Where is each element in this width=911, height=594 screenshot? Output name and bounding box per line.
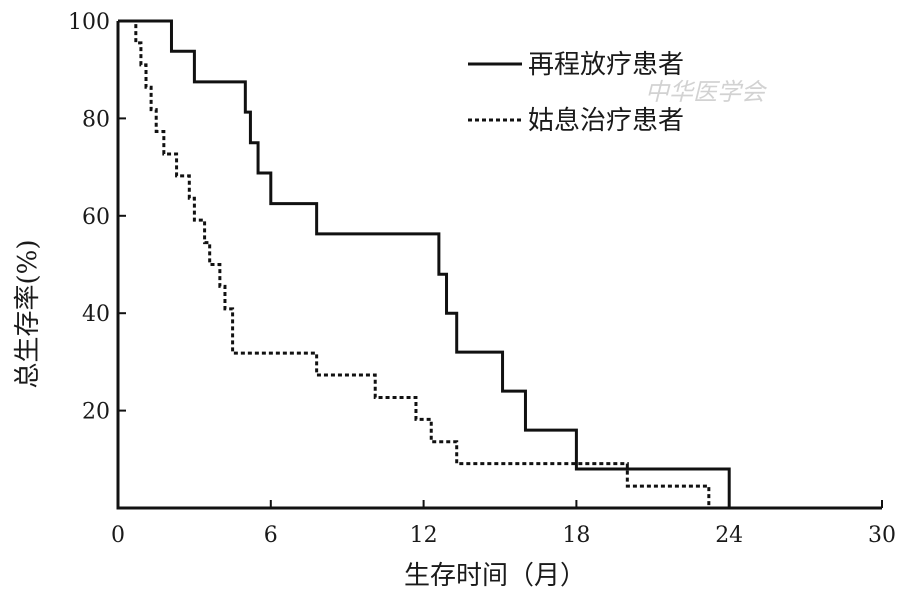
y-tick-label: 60 [82, 205, 110, 230]
x-tick-label: 18 [562, 523, 590, 548]
watermark-text: 中华医学会 [645, 78, 768, 106]
series-lines [118, 19, 731, 508]
x-axis-label: 生存时间（月） [404, 561, 586, 591]
series-line-palliative [118, 19, 711, 508]
legend-label: 再程放疗患者 [528, 50, 684, 80]
y-tick-label: 80 [82, 107, 110, 132]
x-tick-label: 0 [111, 523, 125, 548]
x-tick-label: 24 [715, 523, 743, 548]
x-tick-label: 30 [868, 523, 896, 548]
axes [116, 21, 882, 510]
y-axis-label: 总生存率(%) [13, 240, 43, 389]
x-tick-label: 6 [264, 523, 278, 548]
legend-label: 姑息治疗患者 [528, 106, 684, 136]
series-line-reirradiation [118, 19, 731, 508]
y-tick-label: 40 [82, 302, 110, 327]
tick-labels: 0 6 12 18 24 30 20 40 60 80 100 [68, 10, 896, 548]
y-tick-label: 100 [68, 10, 110, 35]
y-tick-label: 20 [82, 400, 110, 425]
x-tick-label: 12 [410, 523, 438, 548]
